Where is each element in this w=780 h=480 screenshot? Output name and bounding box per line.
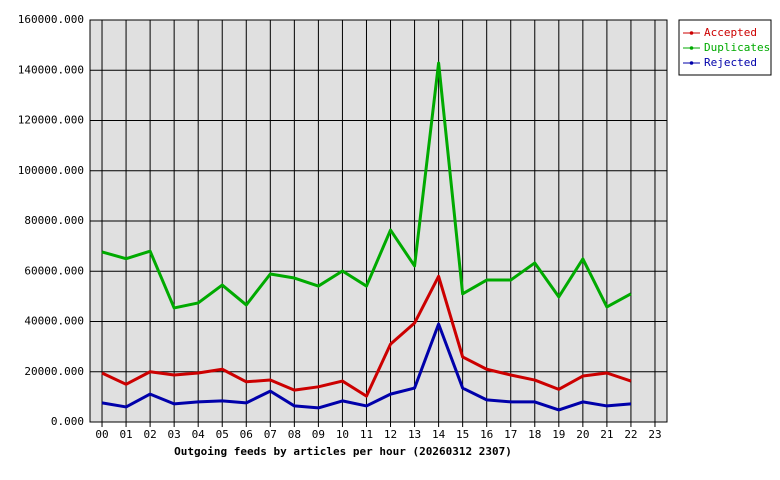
data-line: [101, 322, 632, 412]
x-tick-label: 09: [312, 428, 325, 441]
y-tick-label: 100000.000: [18, 164, 84, 177]
legend-label: Rejected: [704, 56, 757, 69]
x-tick-label: 15: [456, 428, 469, 441]
x-tick-label: 22: [624, 428, 637, 441]
x-axis-label: Outgoing feeds by articles per hour (202…: [174, 445, 512, 458]
legend-marker: [689, 31, 694, 35]
x-tick-label: 14: [432, 428, 446, 441]
x-tick-label: 10: [336, 428, 349, 441]
x-tick-label: 17: [504, 428, 517, 441]
x-tick-label: 18: [528, 428, 541, 441]
x-tick-label: 08: [288, 428, 301, 441]
x-tick-label: 19: [552, 428, 565, 441]
x-tick-label: 23: [648, 428, 661, 441]
y-tick-label: 40000.000: [24, 315, 84, 328]
data-line: [101, 61, 632, 310]
x-tick-label: 03: [168, 428, 181, 441]
x-tick-label: 04: [192, 428, 206, 441]
legend-marker: [689, 61, 694, 65]
x-tick-label: 06: [240, 428, 253, 441]
y-tick-label: 60000.000: [24, 264, 84, 277]
y-tick-label: 0.000: [51, 415, 84, 428]
x-tick-label: 02: [143, 428, 156, 441]
x-tick-label: 01: [119, 428, 132, 441]
y-tick-label: 140000.000: [18, 63, 84, 76]
x-tick-label: 00: [95, 428, 108, 441]
x-tick-label: 20: [576, 428, 589, 441]
x-tick-label: 21: [600, 428, 613, 441]
x-tick-label: 13: [408, 428, 421, 441]
y-tick-label: 20000.000: [24, 365, 84, 378]
x-tick-label: 11: [360, 428, 373, 441]
y-tick-label: 80000.000: [24, 214, 84, 227]
x-tick-label: 07: [264, 428, 277, 441]
y-tick-label: 160000.000: [18, 13, 84, 26]
y-tick-label: 120000.000: [18, 114, 84, 127]
legend-marker: [689, 46, 694, 50]
x-tick-label: 05: [216, 428, 229, 441]
legend-label: Duplicates: [704, 41, 770, 54]
x-tick-label: 12: [384, 428, 397, 441]
legend-label: Accepted: [704, 26, 757, 39]
x-tick-label: 16: [480, 428, 493, 441]
data-line: [101, 274, 632, 398]
